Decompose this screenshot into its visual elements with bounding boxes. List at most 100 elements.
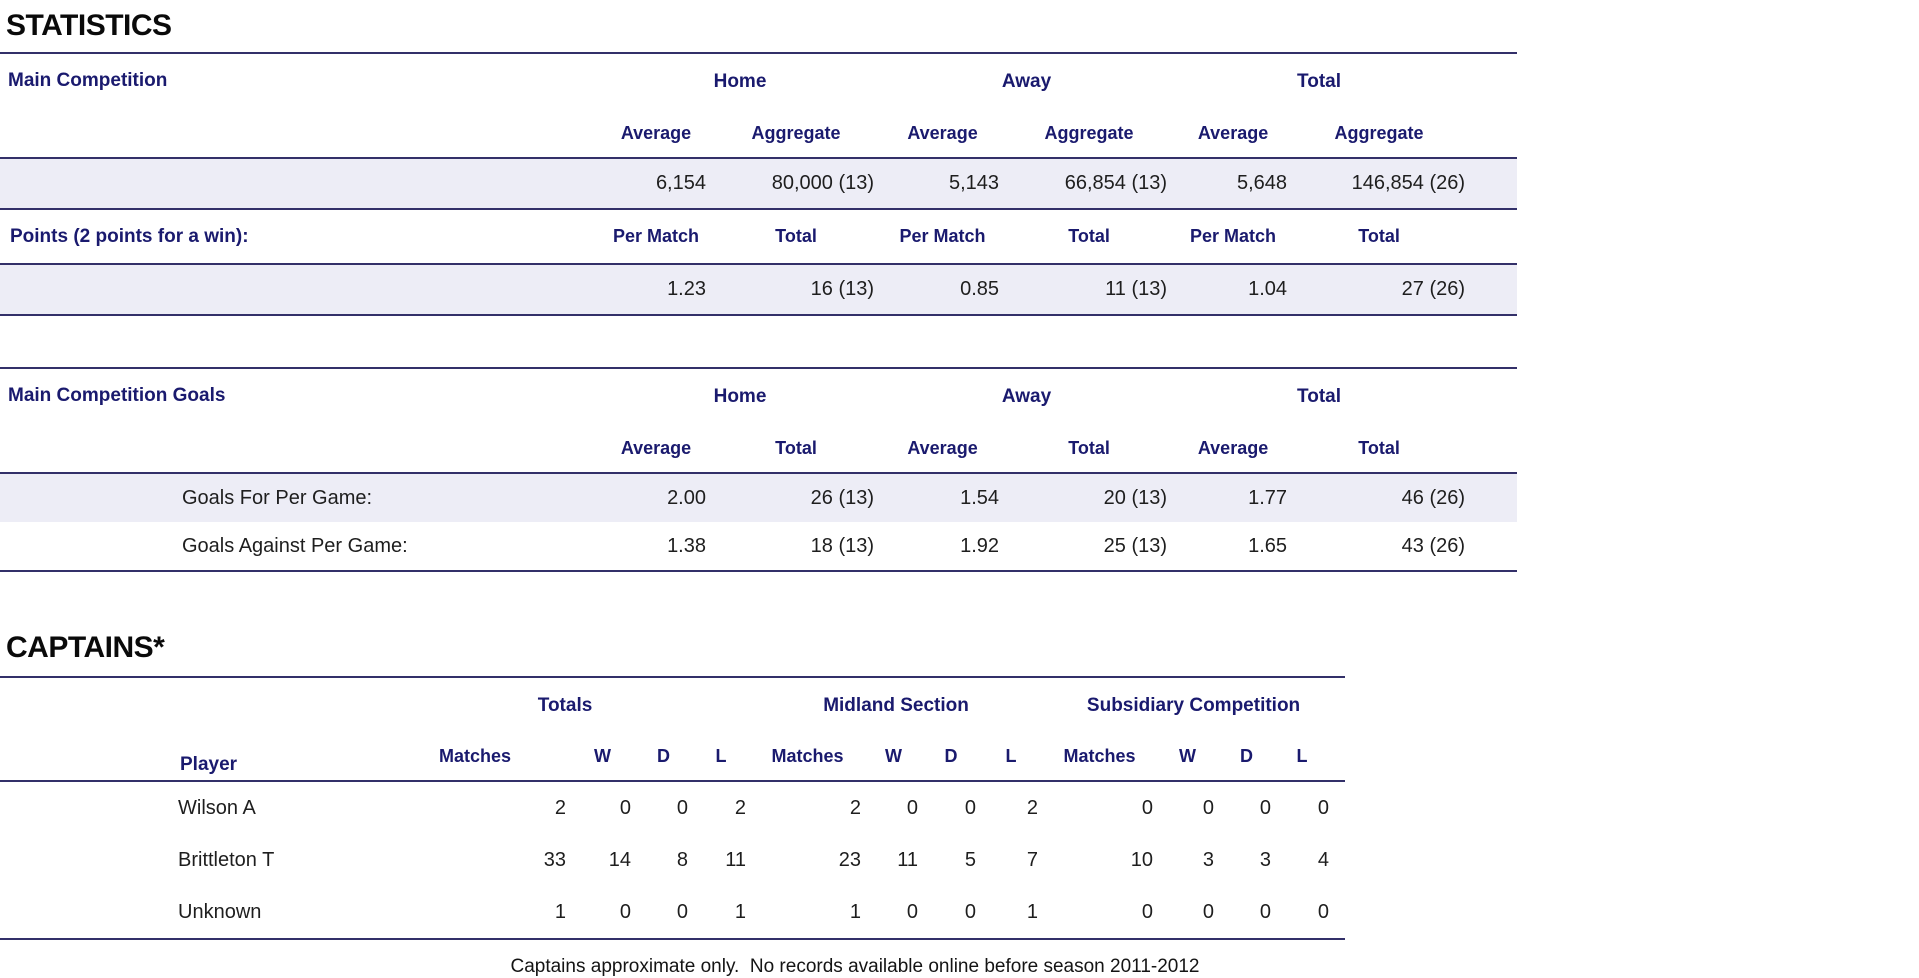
main-competition-group-header-row: Main Competition Home Away Total [0,53,1518,109]
totals-matches-header: Matches [438,746,512,766]
unknown-midland-w: 0 [906,900,919,923]
wilson-totals-matches: 2 [554,796,566,819]
unknown-totals-d: 0 [676,900,688,923]
wilson-midland-l: 2 [1026,796,1039,819]
wilson-subsidiary-w: 0 [1202,796,1215,819]
goals-against-away-total: 25 (13) [1103,534,1168,557]
brittleton-totals-l: 11 [725,848,747,871]
attendance-away-aggregate: 66,854 (13) [1064,172,1168,194]
goals-against-home-average: 1.38 [667,534,706,557]
points-away-per-match-header: Per Match [899,226,986,246]
unknown-subsidiary-l: 0 [1317,900,1330,923]
subsidiary-d-header: D [1240,746,1254,766]
goals-for-home-average: 2.00 [667,486,706,509]
subsidiary-w-header: W [1179,746,1197,766]
midland-l-header: L [1005,746,1017,766]
unknown-subsidiary-w: 0 [1202,900,1215,923]
goals-subheader-row: Average Total Average Total Average Tota… [0,424,1517,473]
goals-total-average-header: Average [1197,437,1269,458]
unknown-totals-w: 0 [619,900,631,923]
goals-against-home-total: 18 (13) [810,534,875,557]
goals-total-total-header: Total [1358,437,1400,458]
attendance-home-aggregate: 80,000 (13) [771,172,875,194]
points-total-total-header: Total [1358,226,1400,246]
brittleton-totals-d: 8 [676,848,688,871]
wilson-midland-d: 0 [964,796,977,819]
points-label: Points (2 points for a win): [10,225,249,247]
goals-table: Main Competition Goals Home Away Total A… [0,367,1518,572]
captain-row-wilson: Wilson A 2 0 0 2 2 0 0 2 0 0 0 0 [0,781,1346,834]
midland-w-header: W [885,746,903,766]
goals-against-total-total: 43 (26) [1401,534,1466,557]
points-total-per-match: 1.04 [1248,278,1288,300]
unknown-midland-matches: 1 [849,900,862,923]
totals-l-header: L [715,746,727,766]
goals-for-total-total: 46 (26) [1401,486,1466,509]
away-average-header: Average [907,122,978,143]
goals-away-total-header: Total [1068,437,1110,458]
home-average-header: Average [620,122,692,143]
captain-row-brittleton: Brittleton T 33 14 8 11 23 11 5 7 10 3 3… [0,834,1345,886]
points-total-total: 27 (26) [1401,278,1466,300]
midland-section-group-header: Midland Section [823,694,969,716]
goals-away-average-header: Average [907,437,978,458]
points-total-per-match-header: Per Match [1190,226,1277,246]
points-data-row: 1.23 16 (13) 0.85 11 (13) 1.04 27 (26) [0,264,1518,315]
goals-home-group-header: Home [713,385,767,407]
points-away-total-header: Total [1068,226,1110,246]
unknown-subsidiary-d: 0 [1259,900,1272,923]
goals-home-average-header: Average [620,437,692,458]
brittleton-midland-l: 7 [1026,848,1039,871]
attendance-total-aggregate: 146,854 (26) [1351,172,1466,194]
goals-home-total-header: Total [775,437,817,458]
brittleton-midland-d: 5 [964,848,977,871]
wilson-subsidiary-d: 0 [1259,796,1272,819]
captains-group-header-row: Player Totals Midland Section Subsidiary… [0,677,1346,775]
attendance-subheader-row: Average Aggregate Average Aggregate Aver… [0,109,1517,158]
player-name: Brittleton T [178,848,275,871]
wilson-totals-d: 0 [676,796,688,819]
goals-away-group-header: Away [1001,385,1052,407]
brittleton-midland-matches: 23 [838,848,862,871]
brittleton-subsidiary-l: 4 [1317,848,1330,871]
brittleton-totals-matches: 33 [543,848,566,871]
brittleton-totals-w: 14 [608,848,631,871]
unknown-subsidiary-matches: 0 [1141,900,1154,923]
points-home-total-header: Total [775,226,817,246]
captains-subheader-row: Matches W D L Matches W D L Matches W D … [0,733,1345,781]
unknown-midland-d: 0 [964,900,977,923]
wilson-totals-l: 2 [734,796,747,819]
goals-for-row: Goals For Per Game: 2.00 26 (13) 1.54 20… [0,473,1518,522]
goals-against-row: Goals Against Per Game: 1.38 18 (13) 1.9… [0,522,1518,571]
wilson-subsidiary-l: 0 [1317,796,1330,819]
midland-matches-header: Matches [771,746,844,766]
subsidiary-competition-group-header: Subsidiary Competition [1086,694,1301,716]
wilson-midland-matches: 2 [849,796,862,819]
player-name: Wilson A [178,796,256,819]
home-group-header: Home [713,70,767,92]
goals-for-away-average: 1.54 [960,486,1000,509]
captain-row-unknown: Unknown 1 0 0 1 1 0 0 1 0 0 0 0 [0,886,1346,939]
captains-footnote: Captains approximate only. No records av… [510,956,1200,977]
totals-d-header: D [657,746,670,766]
points-away-per-match: 0.85 [960,278,1000,300]
goals-against-total-average: 1.65 [1248,534,1288,557]
goals-for-home-total: 26 (13) [810,486,875,509]
wilson-midland-w: 0 [906,796,919,819]
player-column-header: Player [180,754,238,775]
points-home-per-match-header: Per Match [612,226,700,246]
main-competition-table: Main Competition Home Away Total Average… [0,52,1518,316]
brittleton-subsidiary-d: 3 [1259,848,1272,871]
goals-for-total-average: 1.77 [1248,486,1288,509]
subsidiary-matches-header: Matches [1063,746,1136,766]
unknown-totals-l: 1 [734,900,747,923]
total-aggregate-header: Aggregate [1334,122,1424,143]
midland-d-header: D [944,746,958,766]
points-away-total: 11 (13) [1105,278,1168,300]
main-competition-label: Main Competition [8,70,168,91]
attendance-away-average: 5,143 [948,172,1000,194]
wilson-totals-w: 0 [619,796,631,819]
goals-against-away-average: 1.92 [960,534,1000,557]
unknown-totals-matches: 1 [554,900,566,923]
